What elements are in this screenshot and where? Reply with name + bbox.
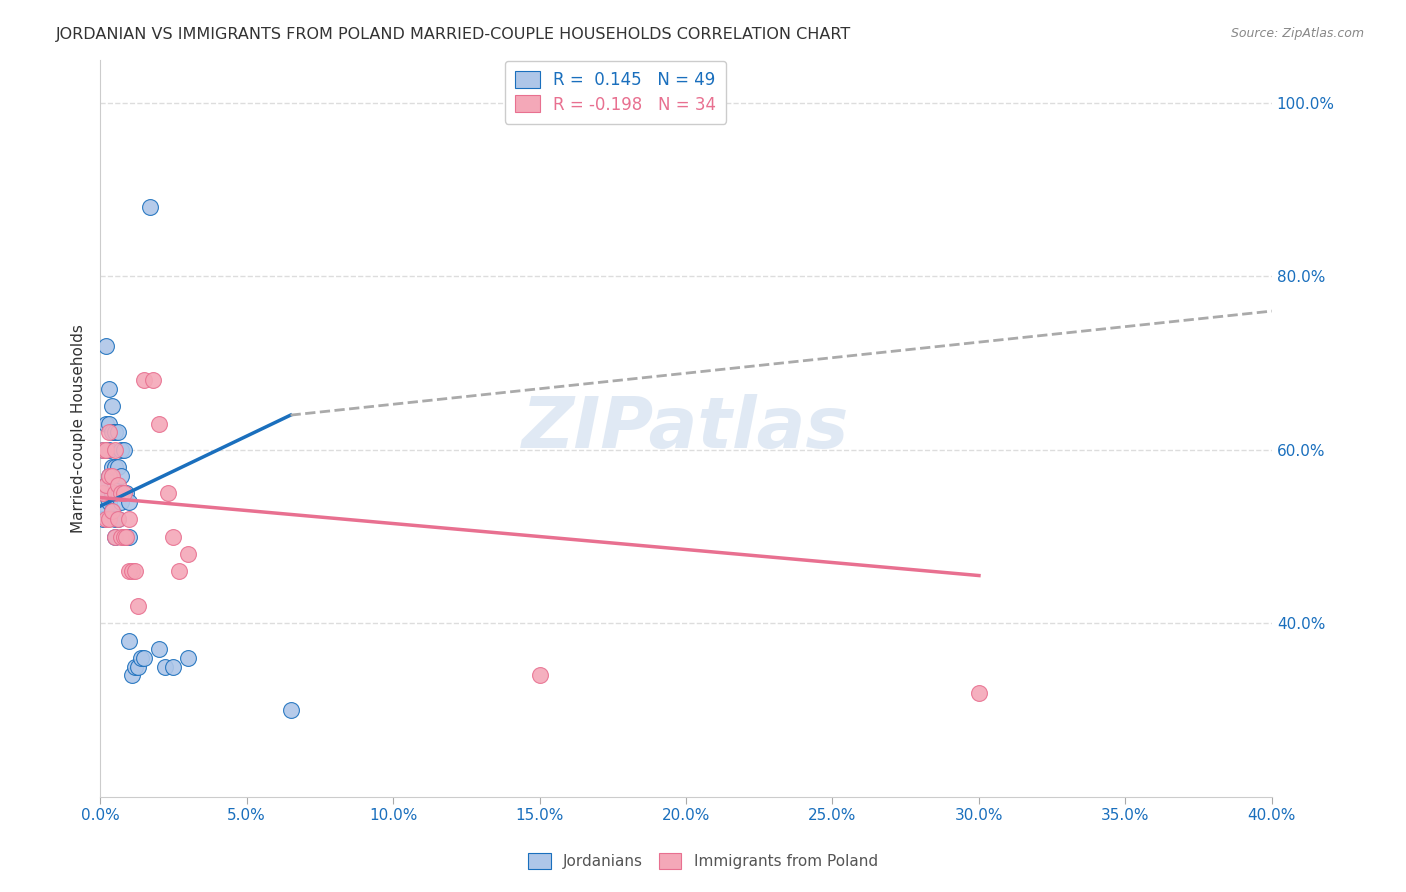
Point (94, 503, 117, 517)
Point (967, 685, 990, 699)
Point (148, 417, 170, 431)
Point (107, 460, 129, 475)
Point (142, 374, 165, 388)
Point (127, 659, 149, 673)
Point (91, 512, 114, 526)
Point (104, 442, 127, 457)
Point (101, 400, 124, 414)
Legend: Jordanians, Immigrants from Poland: Jordanians, Immigrants from Poland (522, 847, 884, 875)
Point (91, 486, 114, 500)
Point (177, 651, 200, 665)
Point (156, 486, 179, 500)
Point (148, 642, 170, 657)
Point (132, 651, 155, 665)
Point (177, 547, 200, 561)
Point (91, 442, 114, 457)
Point (110, 529, 132, 543)
Point (104, 512, 127, 526)
Point (101, 425, 124, 440)
Point (129, 651, 152, 665)
Point (94, 477, 117, 491)
Point (97, 442, 120, 457)
Point (110, 486, 132, 500)
Point (94, 442, 117, 457)
Point (94, 339, 117, 353)
Point (115, 529, 138, 543)
Point (110, 468, 132, 483)
Point (107, 486, 129, 500)
Point (104, 425, 127, 440)
Point (97, 495, 120, 509)
Y-axis label: Married-couple Households: Married-couple Households (72, 324, 86, 533)
Point (153, 659, 176, 673)
Point (107, 512, 129, 526)
Point (104, 460, 127, 475)
Point (112, 486, 135, 500)
Point (139, 200, 162, 214)
Point (91, 486, 114, 500)
Point (97, 382, 120, 396)
Point (110, 442, 132, 457)
Point (127, 599, 149, 613)
Point (112, 486, 135, 500)
Point (97, 468, 120, 483)
Point (94, 512, 117, 526)
Point (124, 659, 146, 673)
Point (118, 633, 141, 648)
Point (94, 477, 117, 491)
Point (167, 564, 190, 578)
Point (94, 417, 117, 431)
Point (124, 564, 146, 578)
Point (104, 529, 127, 543)
Point (101, 468, 124, 483)
Point (97, 417, 120, 431)
Text: ZIPatlas: ZIPatlas (522, 393, 849, 463)
Point (91, 442, 114, 457)
Point (107, 477, 129, 491)
Point (115, 529, 138, 543)
Point (132, 374, 155, 388)
Point (118, 564, 141, 578)
Point (97, 468, 120, 483)
Point (97, 425, 120, 440)
Point (101, 460, 124, 475)
Point (97, 512, 120, 526)
Text: JORDANIAN VS IMMIGRANTS FROM POLAND MARRIED-COUPLE HOUSEHOLDS CORRELATION CHART: JORDANIAN VS IMMIGRANTS FROM POLAND MARR… (56, 27, 852, 42)
Point (121, 668, 143, 682)
Legend: R =  0.145   N = 49, R = -0.198   N = 34: R = 0.145 N = 49, R = -0.198 N = 34 (505, 61, 727, 124)
Point (104, 529, 127, 543)
Point (280, 703, 302, 717)
Point (162, 529, 184, 543)
Point (101, 486, 124, 500)
Point (101, 503, 124, 517)
Point (162, 659, 184, 673)
Point (118, 495, 141, 509)
Point (94, 442, 117, 457)
Point (112, 529, 135, 543)
Point (107, 512, 129, 526)
Point (115, 486, 138, 500)
Point (118, 529, 141, 543)
Point (112, 442, 135, 457)
Point (107, 425, 129, 440)
Point (104, 486, 127, 500)
Point (104, 477, 127, 491)
Point (529, 668, 551, 682)
Point (112, 529, 135, 543)
Point (118, 512, 141, 526)
Point (101, 503, 124, 517)
Point (121, 564, 143, 578)
Point (110, 495, 132, 509)
Text: Source: ZipAtlas.com: Source: ZipAtlas.com (1230, 27, 1364, 40)
